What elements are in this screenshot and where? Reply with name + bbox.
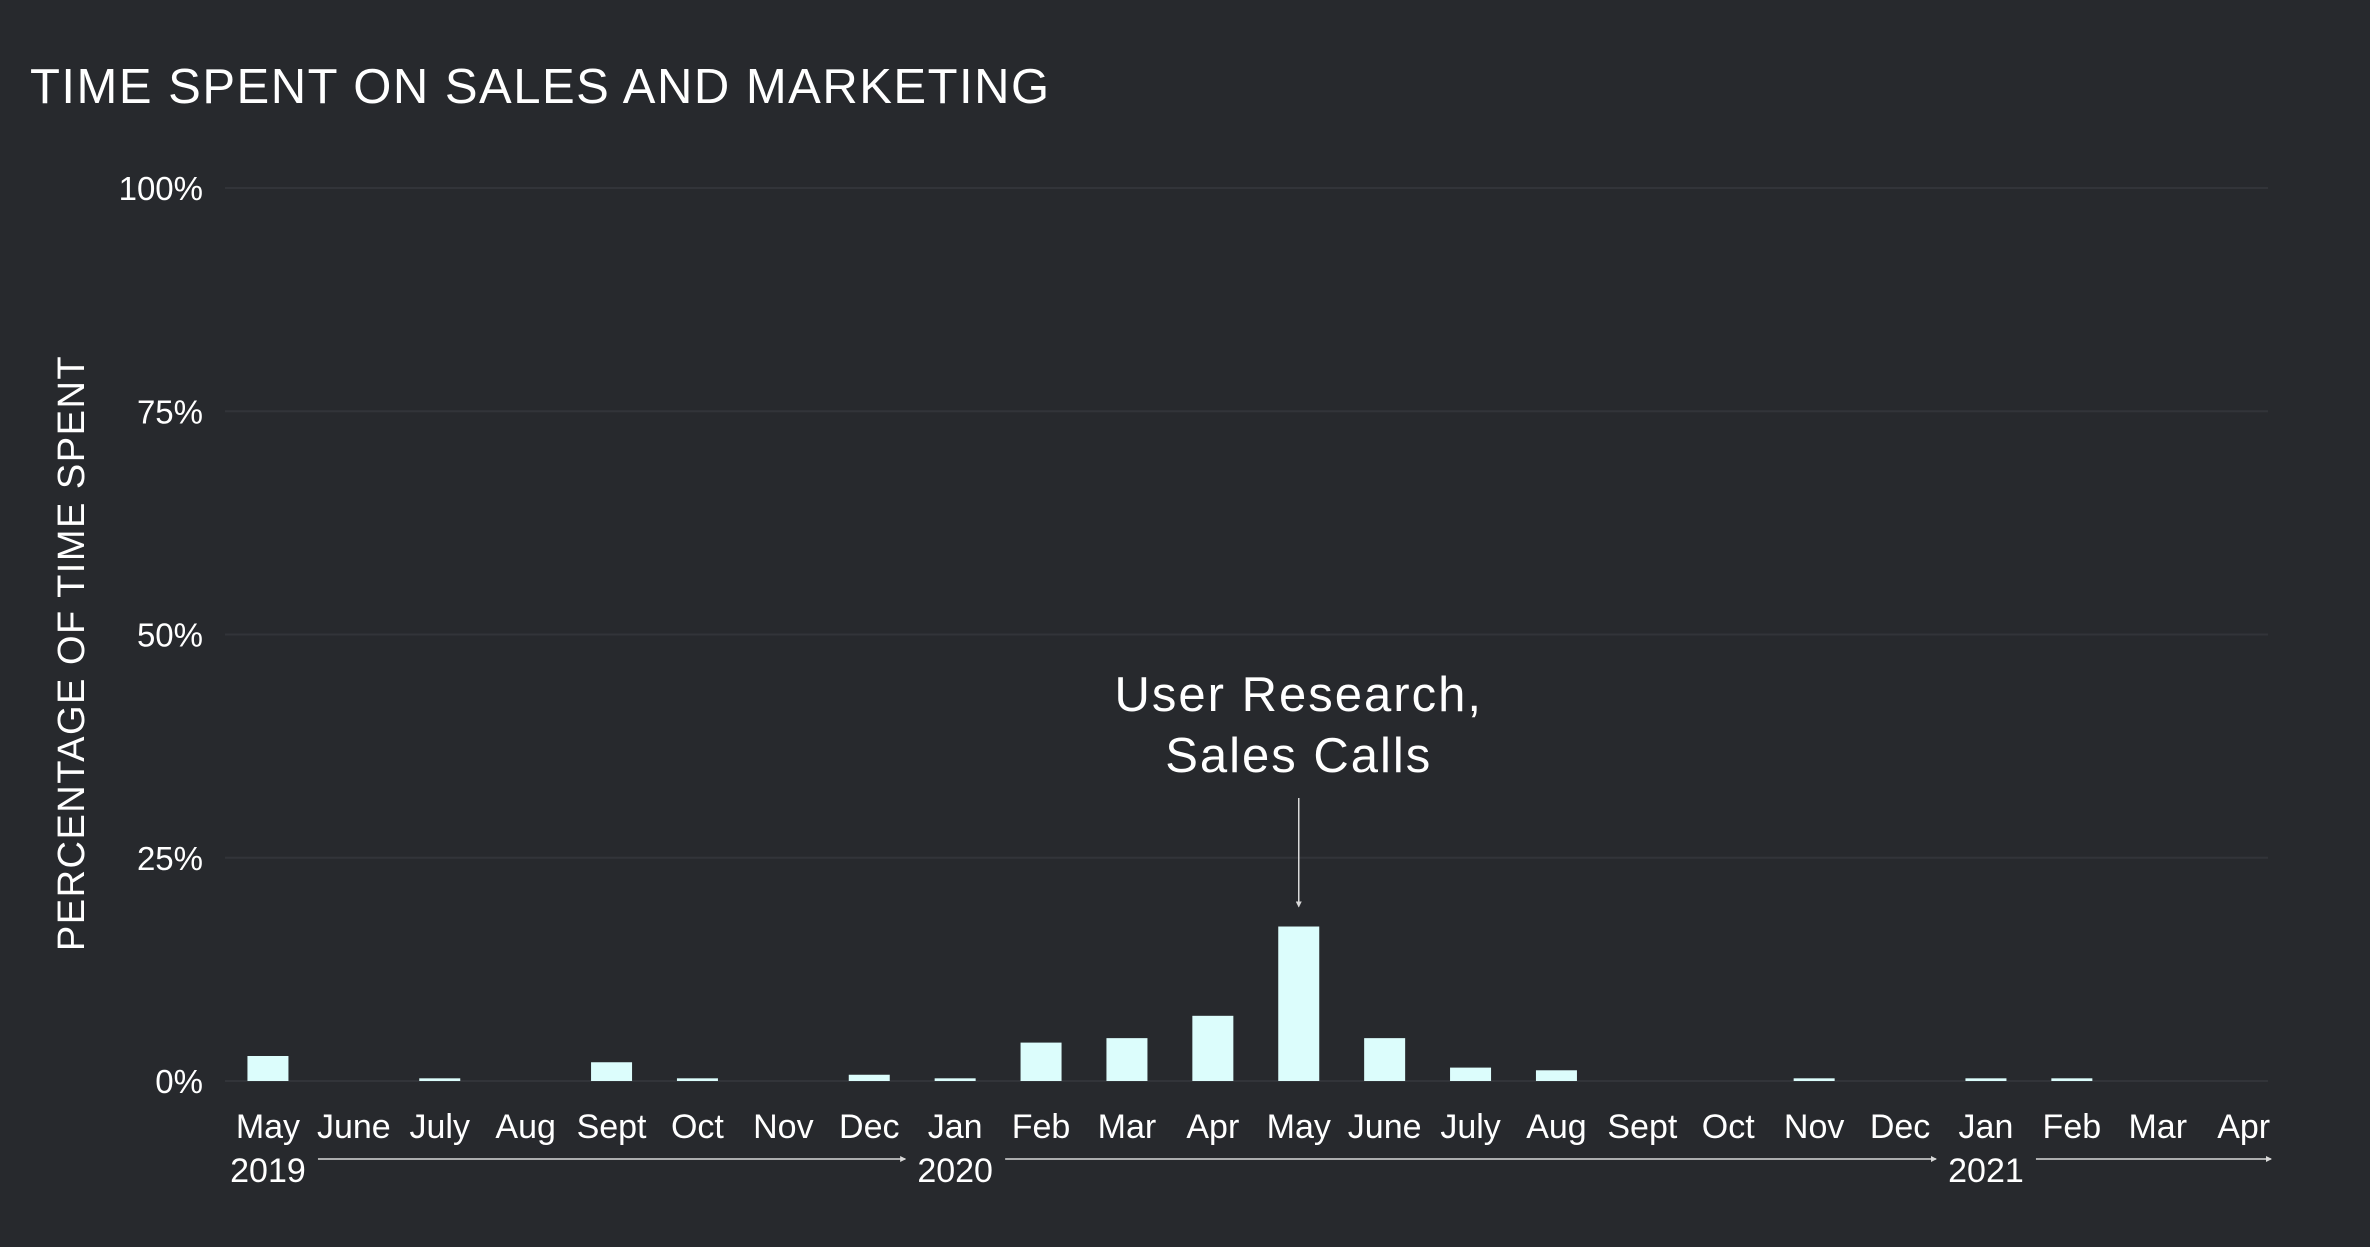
x-tick-label: Aug: [1526, 1108, 1587, 1146]
x-tick-label: Dec: [839, 1108, 899, 1146]
bar: [1106, 1038, 1148, 1081]
x-tick-label: Sept: [577, 1108, 647, 1146]
x-tick-label: Apr: [2217, 1108, 2270, 1146]
bar: [676, 1078, 718, 1081]
bar: [2051, 1078, 2093, 1081]
bar: [1450, 1067, 1492, 1081]
x-tick-label: Apr: [1186, 1108, 1239, 1146]
bar: [419, 1078, 461, 1081]
bar: [247, 1055, 289, 1081]
x-tick-label: July: [410, 1108, 470, 1146]
x-tick-label: May: [1267, 1108, 1331, 1146]
year-label: 2020: [917, 1152, 993, 1190]
x-tick-label: June: [317, 1108, 391, 1146]
y-axis-label: PERCENTAGE OF TIME SPENT: [51, 355, 93, 951]
annotation-line: User Research,: [1115, 668, 1483, 722]
x-tick-label: May: [236, 1108, 300, 1146]
bar: [1965, 1078, 2007, 1081]
year-label: 2019: [230, 1152, 306, 1190]
x-tick-label: Jan: [928, 1108, 983, 1146]
y-tick-label: 0%: [155, 1063, 203, 1100]
x-tick-label: July: [1440, 1108, 1500, 1146]
chart-title: TIME SPENT ON SALES AND MARKETING: [30, 60, 1051, 114]
x-tick-label: Dec: [1870, 1108, 1930, 1146]
y-tick-label: 100%: [119, 170, 203, 207]
bar: [1364, 1038, 1406, 1081]
x-tick-label: Aug: [495, 1108, 556, 1146]
bar: [934, 1078, 976, 1081]
x-tick-label: Jan: [1959, 1108, 2014, 1146]
x-tick-label: Mar: [2128, 1108, 2187, 1146]
bar: [1793, 1078, 1835, 1081]
x-tick-label: Oct: [671, 1108, 724, 1146]
bar: [591, 1062, 633, 1081]
y-tick-label: 50%: [137, 617, 203, 654]
x-tick-label: Feb: [1012, 1108, 1071, 1146]
year-label: 2021: [1948, 1152, 2024, 1190]
bar: [1535, 1070, 1577, 1081]
bar: [1020, 1042, 1062, 1081]
x-tick-label: Sept: [1607, 1108, 1677, 1146]
x-tick-label: Feb: [2043, 1108, 2102, 1146]
annotation-line: Sales Calls: [1165, 729, 1432, 783]
x-tick-label: Nov: [1784, 1108, 1844, 1146]
x-tick-label: Nov: [753, 1108, 813, 1146]
bar: [1192, 1015, 1234, 1081]
x-tick-label: June: [1348, 1108, 1422, 1146]
y-tick-label: 25%: [137, 840, 203, 877]
y-tick-label: 75%: [137, 393, 203, 430]
bar: [1278, 926, 1320, 1081]
x-tick-label: Oct: [1702, 1108, 1755, 1146]
x-tick-label: Mar: [1098, 1108, 1157, 1146]
bar: [848, 1074, 890, 1081]
